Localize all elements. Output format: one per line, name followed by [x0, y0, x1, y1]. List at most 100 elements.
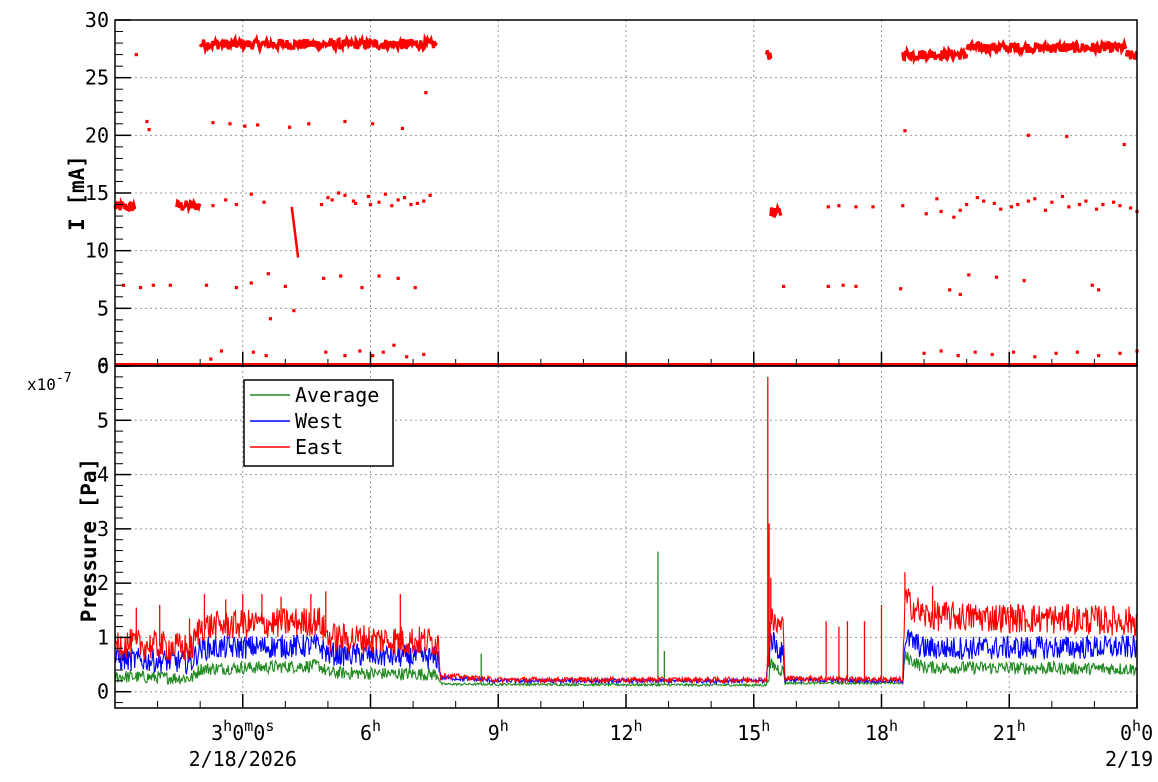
current-point	[343, 119, 347, 124]
current-point	[935, 197, 939, 201]
current-point	[967, 273, 971, 277]
x-tick-label-part: h	[1017, 717, 1026, 735]
current-point	[973, 350, 977, 354]
current-point	[1129, 206, 1133, 210]
x-tick-label-part: 6	[360, 721, 372, 745]
current-point	[939, 349, 943, 353]
current-data	[113, 33, 1139, 367]
x-tick-label: 15h	[737, 717, 770, 745]
x-tick-label: 18h	[865, 717, 898, 745]
x-tick-label-part: 9	[488, 721, 500, 745]
current-point	[1118, 351, 1122, 355]
current-segment	[901, 44, 969, 66]
current-point	[899, 287, 903, 291]
current-point	[1033, 197, 1037, 201]
current-point	[366, 194, 370, 199]
x-tick-label-part: 21	[993, 721, 1017, 745]
current-point	[190, 205, 194, 209]
current-point	[1067, 205, 1071, 209]
current-segment	[764, 50, 773, 60]
current-segment	[1124, 49, 1139, 60]
current-point	[975, 196, 979, 200]
current-segment	[769, 202, 783, 219]
current-point	[1009, 205, 1013, 209]
current-point	[368, 202, 373, 207]
current-point	[1026, 133, 1031, 137]
pressure-y-axis-title: Pressure [Pa]	[77, 458, 101, 622]
current-point	[1043, 208, 1048, 212]
current-y-axis-title: I [mA]	[65, 155, 89, 231]
current-point	[952, 215, 956, 219]
x-tick-label-part: 12	[609, 721, 633, 745]
current-point	[1101, 202, 1105, 207]
current-point	[292, 309, 296, 313]
current-point	[383, 192, 388, 196]
pressure-series-west	[114, 629, 1137, 686]
current-point	[264, 354, 268, 358]
current-point	[343, 354, 347, 358]
current-point	[424, 91, 428, 95]
current-y-axis: 0 5 10 15 20 25 30	[85, 8, 1138, 378]
current-point	[1122, 142, 1126, 147]
current-point	[402, 196, 407, 200]
current-point	[1118, 204, 1122, 208]
current-point	[994, 275, 999, 279]
current-point	[204, 283, 209, 287]
current-point	[958, 292, 962, 297]
current-point	[219, 349, 224, 353]
x-tick-label-part: h	[223, 717, 232, 735]
current-point	[1011, 350, 1016, 354]
pressure-y-tick-label: 4	[97, 463, 109, 487]
x-tick-label-part: s	[265, 717, 274, 735]
current-decay-line	[290, 206, 300, 258]
current-point	[903, 129, 907, 133]
current-point	[211, 204, 215, 208]
current-point	[249, 192, 253, 196]
current-point	[924, 212, 928, 216]
current-point	[1111, 200, 1116, 204]
pressure-y-tick-label: 3	[97, 517, 109, 541]
current-point	[1026, 199, 1031, 203]
current-point	[956, 354, 960, 358]
current-point	[168, 283, 172, 287]
current-point	[1084, 199, 1088, 203]
current-point	[324, 350, 328, 354]
x-tick-label-part: h	[889, 717, 898, 735]
current-point	[948, 288, 952, 292]
current-point	[353, 201, 358, 205]
current-point	[145, 119, 149, 124]
pressure-y-tick-label: 1	[97, 625, 109, 649]
current-point	[330, 198, 334, 202]
current-point	[422, 352, 426, 357]
current-segment	[965, 37, 1128, 59]
current-point	[990, 352, 994, 357]
current-point	[1090, 283, 1094, 287]
current-point	[371, 122, 375, 126]
current-point	[409, 202, 413, 207]
current-y-tick-label: 0	[97, 354, 109, 378]
current-point	[1077, 202, 1082, 207]
legend-label: West	[295, 409, 343, 433]
current-point	[326, 196, 330, 200]
current-point	[1094, 207, 1099, 211]
current-point	[339, 274, 343, 278]
x-tick-label: 6h	[360, 717, 381, 745]
current-point	[415, 201, 419, 205]
current-point	[307, 122, 311, 126]
current-point	[358, 349, 362, 353]
current-point	[1065, 134, 1069, 139]
current-point	[922, 351, 926, 355]
current-point	[422, 199, 426, 203]
pressure-y-tick-label: 0	[97, 680, 109, 704]
current-point	[319, 202, 324, 207]
current-point	[243, 124, 247, 128]
x-tick-label-part: h	[372, 717, 381, 735]
current-point	[1054, 351, 1058, 355]
x-tick-label-part: 15	[737, 721, 761, 745]
pressure-y-tick-label: 5	[97, 408, 109, 432]
current-point	[958, 208, 962, 212]
current-point	[854, 284, 858, 289]
current-point	[234, 202, 238, 207]
current-point	[262, 200, 266, 204]
